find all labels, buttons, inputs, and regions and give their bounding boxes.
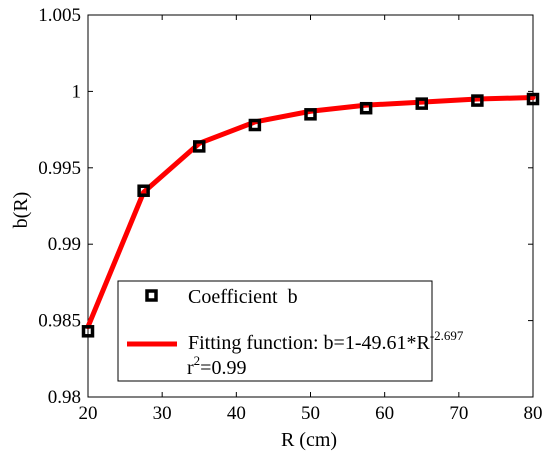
y-axis-label: b(R): [10, 192, 32, 229]
data-point-square: [359, 101, 373, 115]
legend-marker-square: [145, 289, 158, 302]
y-tick-label: 1.005: [38, 5, 81, 26]
data-point-square: [471, 94, 484, 107]
data-point-square: [193, 140, 206, 153]
legend-box: [117, 280, 433, 382]
x-tick-label: 50: [301, 403, 320, 424]
x-tick-label: 70: [449, 403, 468, 424]
legend-fit-text: Fitting function: b=1-49.61*R: [188, 332, 430, 354]
data-point-square: [81, 325, 95, 338]
x-tick-label: 20: [79, 403, 98, 424]
legend-entry-fit: Fitting function: b=1-49.61*R-2.697: [188, 328, 464, 354]
y-tick-label: 0.985: [38, 311, 81, 332]
legend-r2-value: =0.99: [200, 357, 246, 379]
legend-r2-base: r: [187, 357, 194, 379]
data-point-square: [304, 108, 317, 121]
y-tick-label: 0.98: [48, 387, 81, 408]
y-tick-label: 0.99: [48, 234, 81, 255]
legend-entry-coefficient: Coefficient b: [188, 286, 298, 308]
legend-r2: r2=0.99: [187, 353, 246, 379]
x-tick-label: 30: [153, 403, 172, 424]
data-point-square: [526, 92, 540, 106]
y-tick-label: 0.995: [38, 158, 81, 179]
data-point-square: [137, 184, 150, 197]
data-point-square: [248, 118, 262, 132]
x-tick-label: 40: [227, 403, 246, 424]
x-axis-label: R (cm): [281, 429, 337, 451]
legend-fit-exponent: -2.697: [430, 328, 464, 343]
y-axis: 0.98 0.985 0.99 0.995 1 1.005: [38, 5, 533, 408]
y-tick-label: 1: [72, 81, 82, 102]
legend: Coefficient b Fitting function: b=1-49.6…: [117, 280, 464, 382]
x-tick-label: 80: [524, 403, 543, 424]
x-tick-label: 60: [375, 403, 394, 424]
legend-r2-exponent: 2: [194, 353, 201, 368]
plot-area: [81, 92, 540, 338]
x-axis: 20 30 40 50 60 70 80: [79, 15, 543, 424]
data-point-square: [415, 97, 428, 110]
